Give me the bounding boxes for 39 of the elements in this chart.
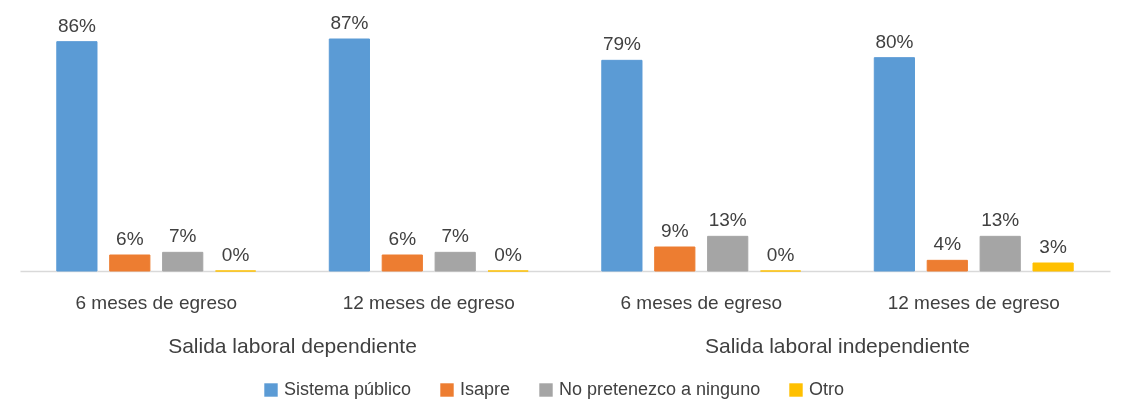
data-label: 7% — [441, 225, 470, 247]
bar — [707, 235, 749, 272]
x-tick-label: 12 meses de egreso — [342, 291, 515, 313]
data-label: 0% — [766, 244, 795, 265]
bar — [654, 246, 696, 272]
legend-label: No pretenezco a ninguno — [559, 379, 761, 399]
bar — [434, 251, 476, 272]
bar — [873, 57, 915, 272]
data-label: 13% — [981, 209, 1020, 231]
bar — [381, 254, 423, 272]
x-tick-label: 6 meses de egreso — [620, 291, 783, 313]
data-label: 86% — [57, 14, 97, 36]
bar — [1032, 262, 1074, 272]
bar — [979, 235, 1021, 272]
text: Salida laboral independiente — [704, 334, 971, 357]
legend-label: Isapre — [460, 379, 511, 399]
data-label: 0% — [221, 244, 250, 265]
data-label: 6% — [388, 228, 417, 249]
data-label: 4% — [933, 233, 962, 255]
data-label: 7% — [168, 225, 197, 247]
bar — [601, 59, 643, 272]
legend-label: Otro — [809, 379, 845, 399]
x-tick-label: 12 meses de egreso — [887, 291, 1060, 313]
legend-label: Sistema público — [284, 379, 412, 399]
data-label: 0% — [494, 244, 522, 265]
bar — [328, 38, 370, 272]
bar — [56, 41, 98, 272]
bar — [109, 254, 151, 272]
data-label: 3% — [1039, 236, 1067, 257]
data-label: 13% — [708, 209, 747, 231]
text: Salida laboral dependiente — [168, 334, 417, 357]
data-label: 80% — [875, 30, 914, 52]
data-label: 6% — [116, 228, 144, 249]
bar — [926, 259, 968, 272]
data-label: 9% — [661, 220, 689, 241]
bar — [162, 251, 204, 272]
x-tick-label: 6 meses de egreso — [75, 291, 238, 313]
data-label: 79% — [602, 33, 642, 55]
data-label: 87% — [330, 12, 369, 33]
